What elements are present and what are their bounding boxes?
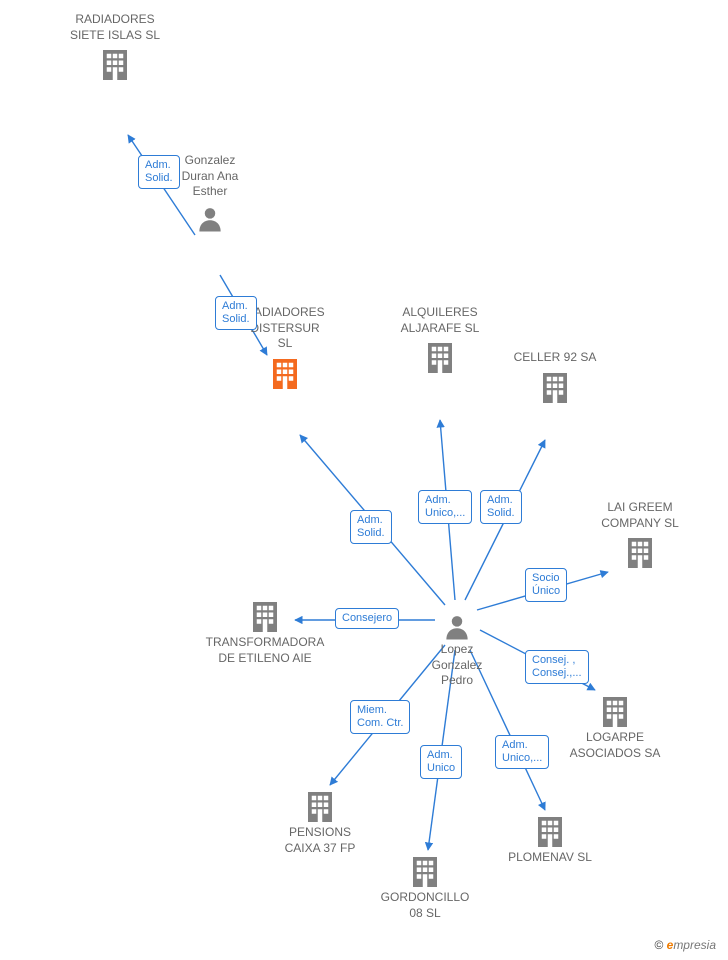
person-icon [195, 204, 225, 234]
node-plomenav[interactable]: PLOMENAV SL [480, 810, 620, 866]
node-label: ALQUILERESALJARAFE SL [370, 305, 510, 336]
node-label: LOGARPEASOCIADOS SA [545, 730, 685, 761]
node-label: RADIADORESSIETE ISLAS SL [45, 12, 185, 43]
brand-logo-rest: mpresia [673, 938, 716, 952]
copyright: © empresia [654, 938, 716, 952]
node-label: PENSIONSCAIXA 37 FP [250, 825, 390, 856]
edge-label: Adm.Solid. [480, 490, 522, 524]
node-pensions_caixa[interactable]: PENSIONSCAIXA 37 FP [250, 785, 390, 856]
edge-label: Adm.Unico [420, 745, 462, 779]
building-icon [247, 599, 283, 635]
building-icon [622, 535, 658, 571]
building-icon [267, 356, 303, 392]
building-icon [537, 370, 573, 406]
edge-label: Adm.Solid. [350, 510, 392, 544]
person-icon [442, 612, 472, 642]
node-lai_greem[interactable]: LAI GREEMCOMPANY SL [570, 500, 710, 571]
node-label: PLOMENAV SL [480, 850, 620, 866]
node-celler_92[interactable]: CELLER 92 SA [485, 350, 625, 406]
edge-label: Consej. ,Consej.,... [525, 650, 589, 684]
edge-label: Adm.Unico,... [495, 735, 549, 769]
copyright-symbol: © [654, 938, 663, 952]
node-label: GORDONCILLO08 SL [355, 890, 495, 921]
node-transformadora[interactable]: TRANSFORMADORADE ETILENO AIE [195, 595, 335, 666]
edge-label: Miem.Com. Ctr. [350, 700, 410, 734]
building-icon [422, 340, 458, 376]
edge-label: Adm.Solid. [215, 296, 257, 330]
building-icon [302, 789, 338, 825]
edge-label: Consejero [335, 608, 399, 629]
building-icon [532, 814, 568, 850]
building-icon [97, 47, 133, 83]
node-gordoncillo[interactable]: GORDONCILLO08 SL [355, 850, 495, 921]
node-label: CELLER 92 SA [485, 350, 625, 366]
edge-label: Adm.Solid. [138, 155, 180, 189]
network-diagram: RADIADORESSIETE ISLAS SL GonzalezDuran A… [0, 0, 728, 960]
edge-label: Adm.Unico,... [418, 490, 472, 524]
node-lopez_gonzalez[interactable]: LopezGonzalezPedro [387, 608, 527, 689]
edge-label: SocioÚnico [525, 568, 567, 602]
node-label: TRANSFORMADORADE ETILENO AIE [195, 635, 335, 666]
node-logarpe[interactable]: LOGARPEASOCIADOS SA [545, 690, 685, 761]
building-icon [597, 694, 633, 730]
node-label: LAI GREEMCOMPANY SL [570, 500, 710, 531]
building-icon [407, 854, 443, 890]
node-radiadores_siete[interactable]: RADIADORESSIETE ISLAS SL [45, 12, 185, 83]
node-label: LopezGonzalezPedro [387, 642, 527, 689]
